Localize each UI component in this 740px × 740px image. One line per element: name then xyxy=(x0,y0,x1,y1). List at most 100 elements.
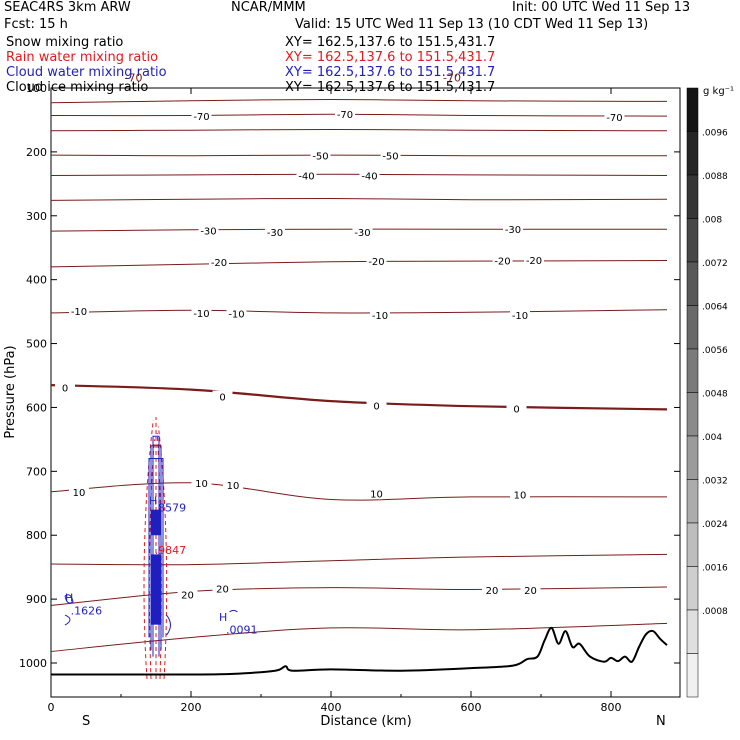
isotherm-layer xyxy=(50,98,668,652)
colorbar-unit: g kg⁻¹ xyxy=(703,86,734,97)
colorbar-label: .0088 xyxy=(702,172,728,182)
contour-annotation: H xyxy=(149,495,157,508)
colorbar-swatch xyxy=(686,87,699,132)
isotherm-label-bg xyxy=(310,149,331,161)
isotherm-label: -40 xyxy=(298,172,314,183)
isotherm-label: -10 xyxy=(372,311,388,322)
isotherm-label: -30 xyxy=(354,228,370,239)
isotherm-label: 0 xyxy=(62,384,68,395)
isotherm-label-bg xyxy=(335,108,355,120)
contour-annotation: .9847 xyxy=(155,544,187,557)
x-tick-label: 400 xyxy=(321,701,342,714)
terrain-layer xyxy=(51,626,668,676)
field-snow-name: Snow mixing ratio xyxy=(6,35,124,50)
cloud-core-lower xyxy=(151,554,161,625)
model-title: SEAC4RS 3km ARW xyxy=(4,0,131,15)
y-tick-label: 400 xyxy=(26,274,47,287)
contour-annotation: H xyxy=(219,611,227,624)
isotherm-line xyxy=(50,622,668,652)
isotherm-label: -70 xyxy=(337,110,353,121)
isotherm-label-bg xyxy=(510,488,530,500)
isotherm-label-bg xyxy=(69,485,89,497)
isotherm-label: 10 xyxy=(227,481,240,492)
colorbar-swatch xyxy=(686,609,699,654)
isotherm-line xyxy=(50,384,668,411)
isotherm-line xyxy=(50,260,668,268)
isotherm-label: 0 xyxy=(219,393,225,404)
isotherm-label-bg xyxy=(366,487,387,499)
x-axis-title: Distance (km) xyxy=(320,714,411,729)
colorbar-label: .0016 xyxy=(702,564,728,574)
colorbar-swatch xyxy=(686,218,699,263)
isotherm-label-bg xyxy=(352,225,373,237)
colorbar-swatch xyxy=(686,566,699,611)
rain-contour xyxy=(148,439,155,680)
colorbar-label: .0048 xyxy=(702,390,728,400)
isotherm-label: -20 xyxy=(526,256,542,267)
isotherm-label: -30 xyxy=(200,226,216,237)
terrain-line xyxy=(51,626,668,676)
y-tick-label: 100 xyxy=(26,82,47,95)
isotherm-label-bg xyxy=(191,306,212,318)
isotherm-label: -20 xyxy=(494,257,510,268)
y-tick-label: 500 xyxy=(26,338,47,351)
isotherm-label-bg xyxy=(191,476,212,488)
isotherm-line xyxy=(50,154,668,157)
colorbar-swatch xyxy=(686,522,699,567)
isotherm-label-bg xyxy=(506,402,527,414)
isotherm-line xyxy=(50,228,667,232)
isotherm-line xyxy=(50,197,668,201)
colorbar-label: .0024 xyxy=(702,520,728,530)
y-tick-label: 200 xyxy=(26,146,47,159)
colorbar-swatch xyxy=(686,131,699,176)
isotherm-label-bg xyxy=(524,253,544,265)
x-tick-label: 0 xyxy=(48,701,55,714)
forecast-hour: Fcst: 15 h xyxy=(4,17,68,32)
colorbar-swatch xyxy=(686,261,699,306)
colorbar-swatch xyxy=(686,305,699,350)
isotherm-label: 20 xyxy=(216,584,229,595)
isotherm-label-bg xyxy=(366,255,387,267)
isotherm-label-bg xyxy=(209,255,229,267)
isotherm-label-bg xyxy=(226,307,247,319)
isotherm-line xyxy=(50,586,668,606)
cloud-contour xyxy=(148,458,164,638)
y-tick-label: 800 xyxy=(26,529,47,542)
isotherm-label: -20 xyxy=(211,258,227,269)
isotherm-label: -50 xyxy=(382,152,398,163)
x-end-label-north: N xyxy=(656,714,666,729)
isotherm-label: 10 xyxy=(514,490,527,501)
y-tick-label: 900 xyxy=(26,593,47,606)
x-tick-label: 200 xyxy=(181,701,202,714)
cloud-contour-small xyxy=(166,609,238,636)
colorbar-label: .0096 xyxy=(702,129,728,139)
isotherm-label-bg xyxy=(366,399,387,411)
hydrometeor-layer xyxy=(64,417,238,680)
isotherm-label-bg xyxy=(492,254,513,266)
isotherm-label-bg xyxy=(482,584,502,596)
isotherm-label-bg xyxy=(510,308,530,320)
isotherm-label: -10 xyxy=(228,310,244,321)
isotherm-label: -30 xyxy=(505,225,521,236)
x-end-label-south: S xyxy=(82,714,90,729)
isotherm-line xyxy=(50,128,668,132)
contour-annotation: -70 xyxy=(443,72,461,85)
isotherm-label-bg xyxy=(198,224,219,236)
colorbar-label: .008 xyxy=(702,216,722,226)
y-tick-label: 300 xyxy=(26,210,47,223)
y-tick-label: 600 xyxy=(26,401,47,414)
colorbar-swatch xyxy=(686,479,699,524)
isotherm-label: -70 xyxy=(193,112,209,123)
isotherm-label: 0 xyxy=(373,402,379,413)
contour-annotation: H xyxy=(65,592,73,605)
contour-annotation: .8579 xyxy=(155,502,187,515)
contour-annotation: .1626 xyxy=(71,604,103,617)
isotherm-label-bg xyxy=(380,149,401,161)
init-time: Init: 00 UTC Wed 11 Sep 13 xyxy=(512,0,691,15)
colorbar-label: .004 xyxy=(702,433,722,443)
y-tick-label: 700 xyxy=(26,465,47,478)
contour-annotation: -70 xyxy=(125,72,143,85)
field-cloud-water-xy: XY= 162.5,137.6 to 151.5,431.7 xyxy=(285,65,496,80)
isotherm-label-bg xyxy=(503,223,523,235)
x-tick-label: 600 xyxy=(461,701,482,714)
